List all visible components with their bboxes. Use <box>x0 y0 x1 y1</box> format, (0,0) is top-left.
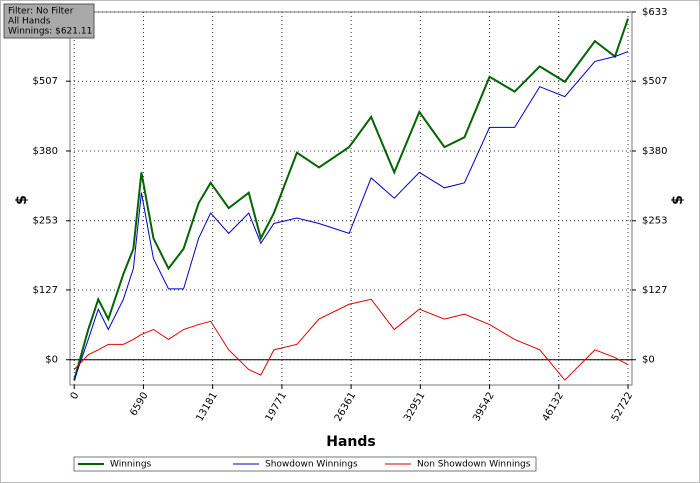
series-line <box>73 51 629 381</box>
legend-label: Non Showdown Winnings <box>417 460 531 470</box>
y2-tick-label: $253 <box>642 216 667 227</box>
y-tick-label: $380 <box>33 146 58 157</box>
x-axis-title: Hands <box>326 434 376 450</box>
info-line: Filter: No Filter <box>8 7 74 17</box>
info-line: All Hands <box>8 17 51 27</box>
plot-area <box>69 11 633 386</box>
info-box-bg <box>3 3 95 39</box>
series-line <box>73 298 629 381</box>
y2-tick-label: $507 <box>642 76 667 87</box>
info-box: Filter: No Filter All Hands Winnings: $6… <box>3 3 95 39</box>
info-line: Winnings: $621.11 <box>8 27 92 37</box>
y2-axis-title: $ <box>670 195 686 205</box>
y-tick-label: $507 <box>33 76 58 87</box>
y-axis-title: $ <box>14 195 30 205</box>
y2-tick-label: $0 <box>642 355 655 366</box>
legend-label: Winnings <box>110 460 152 470</box>
y2-tick-label: $633 <box>642 7 667 18</box>
y2-tick-label: $380 <box>642 146 667 157</box>
y-tick-label: $127 <box>33 285 58 296</box>
y-tick-label: $253 <box>33 216 58 227</box>
y2-tick-label: $127 <box>642 285 667 296</box>
x-tick-label: 0 <box>69 391 82 402</box>
legend <box>73 456 537 472</box>
legend-label: Showdown Winnings <box>265 460 358 470</box>
y-tick-label: $0 <box>45 355 58 366</box>
series-line <box>73 18 629 381</box>
